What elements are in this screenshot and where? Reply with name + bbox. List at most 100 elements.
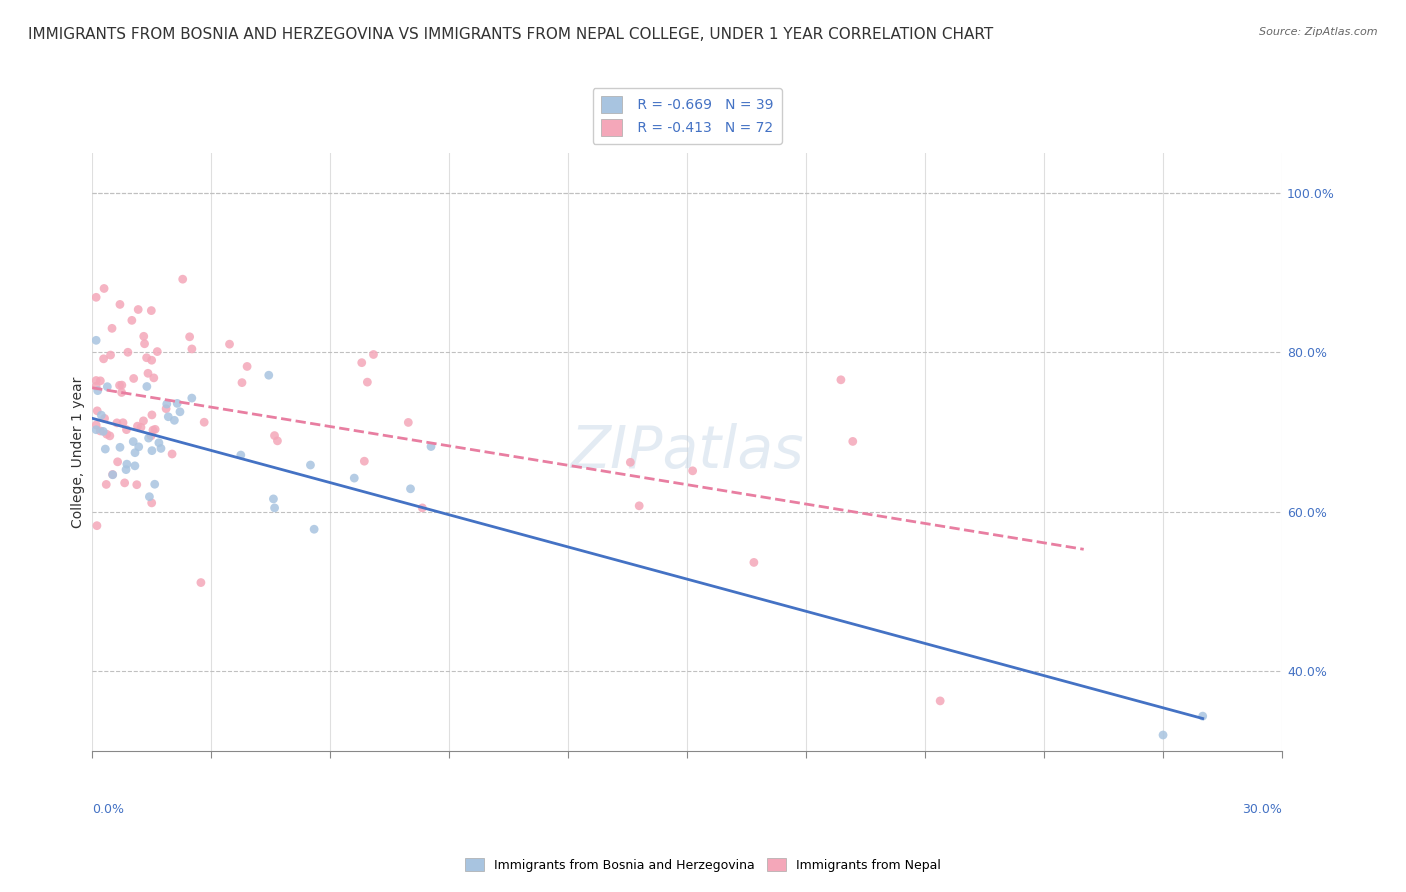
Point bbox=[619, 455, 641, 469]
Point bbox=[84, 374, 107, 388]
Point bbox=[128, 440, 150, 454]
Point bbox=[138, 490, 160, 504]
Point bbox=[135, 379, 157, 393]
Point bbox=[115, 457, 138, 471]
Point bbox=[411, 500, 433, 515]
Point bbox=[396, 416, 419, 430]
Y-axis label: College, Under 1 year: College, Under 1 year bbox=[72, 376, 86, 528]
Point bbox=[842, 434, 865, 449]
Point bbox=[139, 429, 162, 443]
Point bbox=[114, 475, 136, 490]
Point bbox=[127, 419, 149, 434]
Point bbox=[160, 447, 183, 461]
Point bbox=[93, 411, 115, 425]
Point bbox=[179, 330, 201, 344]
Point bbox=[90, 408, 112, 422]
Point bbox=[110, 385, 132, 400]
Point bbox=[115, 423, 138, 437]
Point bbox=[1191, 709, 1213, 723]
Point bbox=[84, 417, 107, 432]
Text: 30.0%: 30.0% bbox=[1241, 803, 1282, 816]
Point bbox=[363, 347, 385, 361]
Point bbox=[157, 409, 180, 424]
Point bbox=[263, 428, 285, 442]
Point bbox=[122, 434, 145, 449]
Point bbox=[742, 556, 765, 570]
Point bbox=[89, 424, 111, 438]
Point bbox=[266, 434, 288, 448]
Point bbox=[132, 329, 155, 343]
Point bbox=[257, 368, 280, 383]
Point bbox=[156, 397, 179, 411]
Point bbox=[93, 351, 115, 366]
Point bbox=[101, 467, 124, 482]
Point bbox=[129, 420, 152, 434]
Point bbox=[101, 321, 124, 335]
Point bbox=[96, 427, 118, 442]
Point bbox=[105, 416, 128, 430]
Legend: Immigrants from Bosnia and Herzegovina, Immigrants from Nepal: Immigrants from Bosnia and Herzegovina, … bbox=[460, 854, 946, 877]
Point bbox=[93, 281, 115, 295]
Point bbox=[91, 425, 114, 439]
Point bbox=[84, 379, 107, 393]
Point bbox=[127, 302, 149, 317]
Point bbox=[236, 359, 259, 374]
Point bbox=[141, 496, 163, 510]
Point bbox=[229, 448, 252, 462]
Point bbox=[84, 290, 107, 304]
Point bbox=[125, 477, 148, 491]
Point bbox=[1152, 728, 1174, 742]
Point bbox=[143, 422, 166, 436]
Point bbox=[146, 344, 169, 359]
Point bbox=[135, 351, 157, 365]
Point bbox=[115, 462, 138, 476]
Point bbox=[180, 391, 202, 405]
Point bbox=[155, 401, 177, 416]
Point bbox=[96, 477, 118, 491]
Point bbox=[830, 373, 852, 387]
Point bbox=[132, 414, 155, 428]
Point bbox=[138, 431, 160, 445]
Point bbox=[117, 345, 139, 359]
Point bbox=[682, 464, 704, 478]
Point bbox=[262, 491, 284, 506]
Point bbox=[149, 442, 172, 456]
Point bbox=[172, 272, 194, 286]
Point bbox=[107, 455, 129, 469]
Point bbox=[111, 378, 134, 392]
Point bbox=[108, 378, 131, 392]
Point bbox=[108, 440, 131, 454]
Point bbox=[190, 575, 212, 590]
Point bbox=[929, 694, 952, 708]
Point bbox=[356, 375, 378, 389]
Text: Source: ZipAtlas.com: Source: ZipAtlas.com bbox=[1260, 27, 1378, 37]
Point bbox=[136, 366, 159, 380]
Point bbox=[134, 336, 156, 351]
Point bbox=[141, 353, 163, 368]
Point bbox=[98, 429, 121, 443]
Point bbox=[141, 303, 163, 318]
Point bbox=[124, 458, 146, 473]
Point bbox=[231, 376, 253, 390]
Point bbox=[84, 423, 107, 437]
Point bbox=[122, 371, 145, 385]
Point bbox=[420, 440, 443, 454]
Legend:  R = -0.669   N = 39,  R = -0.413   N = 72: R = -0.669 N = 39, R = -0.413 N = 72 bbox=[592, 88, 782, 145]
Point bbox=[101, 467, 124, 482]
Point bbox=[84, 334, 107, 348]
Point bbox=[169, 405, 191, 419]
Point bbox=[142, 423, 165, 437]
Point bbox=[111, 416, 134, 430]
Point bbox=[218, 337, 240, 351]
Point bbox=[299, 458, 322, 472]
Point bbox=[96, 380, 118, 394]
Text: ZIPatlas: ZIPatlas bbox=[571, 424, 804, 481]
Point bbox=[180, 342, 202, 356]
Point bbox=[86, 404, 108, 418]
Point bbox=[353, 454, 375, 468]
Point bbox=[302, 522, 325, 536]
Point bbox=[86, 518, 108, 533]
Point bbox=[141, 443, 163, 458]
Point bbox=[124, 446, 146, 460]
Point bbox=[100, 348, 122, 362]
